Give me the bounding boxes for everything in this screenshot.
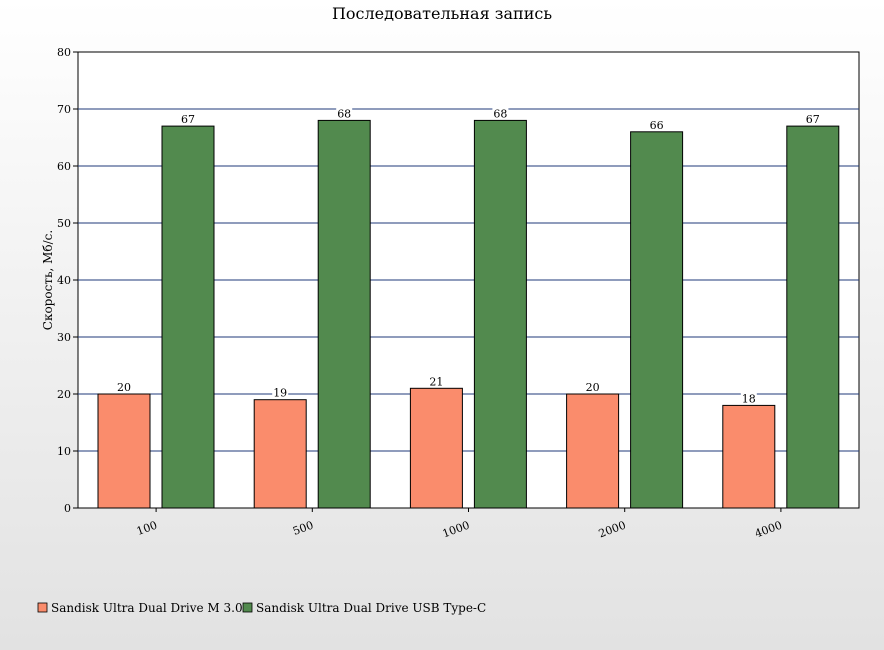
data-label-bg (584, 381, 601, 393)
x-tick-label: 1000 (441, 519, 472, 541)
data-label: 67 (181, 113, 195, 126)
y-tick-label: 0 (64, 502, 71, 515)
bar (97, 393, 151, 509)
data-label-bg (492, 107, 509, 120)
bars: 20 67 19 68 21 68 20 66 18 67 (97, 107, 840, 509)
data-label: 18 (742, 392, 756, 405)
chart-title: Последовательная запись (332, 4, 552, 23)
x-tick-label: 2000 (597, 519, 628, 541)
data-label: 19 (273, 387, 287, 400)
data-label-bg (272, 386, 289, 399)
legend-label-series-2: Sandisk Ultra Dual Drive USB Type-C (256, 601, 486, 615)
data-label-bg (428, 375, 445, 388)
data-label-bg (648, 118, 665, 131)
x-tick-label: 4000 (753, 519, 784, 541)
y-axis-label: Скорость, Мб/с. (41, 230, 55, 330)
y-tick-label: 70 (57, 103, 71, 116)
bar (253, 399, 307, 509)
y-tick-label: 20 (57, 388, 71, 401)
legend-swatch-series-1 (37, 602, 48, 613)
y-tick-label: 30 (57, 331, 71, 344)
y-tick-label: 60 (57, 160, 71, 173)
data-label-bg (180, 113, 196, 126)
data-label-bg (740, 392, 757, 405)
y-tick-label: 40 (57, 274, 71, 287)
legend-swatch-series-2 (242, 602, 253, 613)
bar (786, 125, 840, 509)
data-label-bg (116, 381, 132, 393)
data-label: 20 (586, 381, 600, 394)
bar (566, 393, 620, 509)
data-label: 66 (650, 119, 664, 132)
y-tick-label: 50 (57, 217, 71, 230)
bar (473, 119, 527, 509)
data-label-bg (804, 113, 821, 126)
data-label: 67 (806, 113, 820, 126)
legend-label-series-1: Sandisk Ultra Dual Drive M 3.0 (51, 601, 243, 615)
data-label: 68 (337, 107, 351, 120)
data-label: 68 (493, 107, 507, 120)
legend: Sandisk Ultra Dual Drive M 3.0 Sandisk U… (37, 601, 486, 615)
bar (317, 119, 371, 509)
y-axis: 0 10 20 30 40 50 60 70 80 (57, 46, 78, 515)
bar (161, 125, 215, 509)
x-axis: 100 500 1000 2000 4000 (135, 508, 784, 540)
x-tick-label: 500 (291, 519, 315, 538)
y-tick-label: 80 (57, 46, 71, 59)
bar (722, 404, 776, 509)
data-label: 21 (429, 375, 443, 388)
data-label-bg (336, 107, 353, 120)
data-label: 20 (117, 381, 131, 394)
x-tick-label: 100 (135, 519, 159, 538)
bar (630, 131, 684, 509)
y-tick-label: 10 (57, 445, 71, 458)
bar (409, 387, 463, 509)
